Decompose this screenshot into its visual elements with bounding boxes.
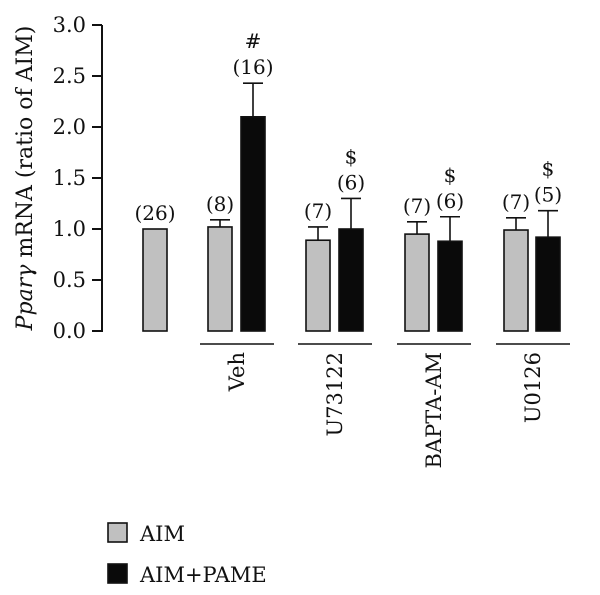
y-tick-label: 0.0 <box>53 319 86 343</box>
group-label: BAPTA-AM <box>422 352 446 469</box>
legend-swatch <box>107 522 128 543</box>
chart-bars <box>142 82 561 332</box>
sample-size-label: (7) <box>304 199 332 223</box>
bar <box>437 240 463 332</box>
sample-size-label: (26) <box>134 201 175 225</box>
y-tick-label: 0.5 <box>53 268 86 292</box>
y-axis-label-rest: mRNA (ratio of AIM) <box>13 26 38 265</box>
bar <box>207 226 233 332</box>
significance-marker: # <box>245 29 262 53</box>
chart-axes: 0.0 0.5 1.0 1.5 2.0 2.5 3.0 <box>53 13 103 343</box>
y-axis-label-gene: Pparγ <box>13 264 38 332</box>
y-axis-label: Pparγ mRNA (ratio of AIM) <box>13 26 38 332</box>
y-tick-label: 2.0 <box>53 115 86 139</box>
sample-size-label: (16) <box>232 55 273 79</box>
sample-size-label: (6) <box>337 170 365 194</box>
chart-legend: AIM AIM+PAME <box>107 522 267 587</box>
bar <box>240 116 266 332</box>
y-tick-label: 2.5 <box>53 64 86 88</box>
significance-marker: $ <box>444 163 457 187</box>
sample-size-label: (7) <box>403 194 431 218</box>
significance-marker: $ <box>345 144 358 168</box>
group-label: U73122 <box>323 352 347 437</box>
sample-size-label: (7) <box>502 190 530 214</box>
significance-marker: $ <box>542 157 555 181</box>
sample-size-label: (6) <box>436 189 464 213</box>
bar <box>305 239 331 332</box>
sample-size-label: (5) <box>534 183 562 207</box>
y-tick-label: 3.0 <box>53 13 86 37</box>
legend-label: AIM <box>139 522 185 546</box>
bar <box>404 233 430 332</box>
y-tick-label: 1.5 <box>53 166 86 190</box>
legend-swatch <box>107 563 128 584</box>
bar <box>535 236 561 332</box>
chart-group-labels: Veh U73122 BAPTA-AM U0126 <box>200 343 570 469</box>
bar <box>142 228 168 332</box>
y-tick-label: 1.0 <box>53 217 86 241</box>
group-label: U0126 <box>521 352 545 423</box>
group-label: Veh <box>225 352 249 392</box>
bar <box>503 229 529 332</box>
legend-label: AIM+PAME <box>139 563 267 587</box>
sample-size-label: (8) <box>206 192 234 216</box>
chart-labels: (26) (8)(16)#(7)(6)$(7) (6)$(7) (5)$ <box>134 29 562 225</box>
bar <box>338 228 364 332</box>
